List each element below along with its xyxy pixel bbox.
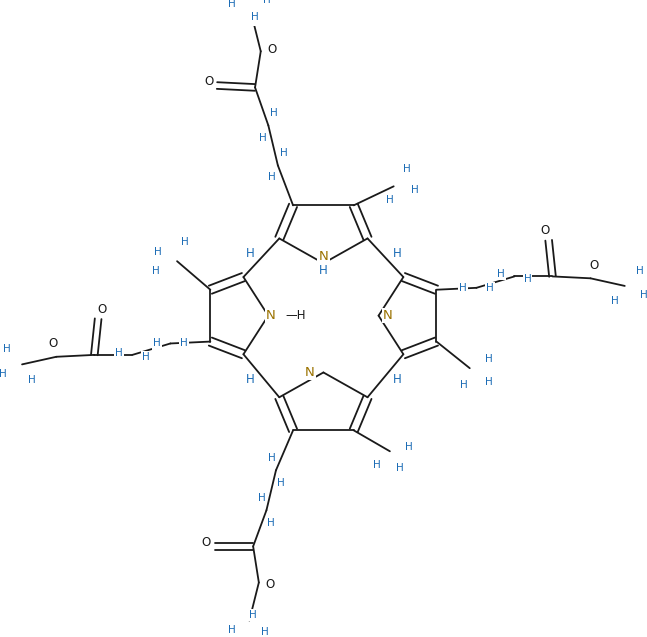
Text: H: H [611, 296, 619, 306]
Text: H: H [640, 290, 647, 301]
Text: H: H [636, 266, 644, 276]
Text: H: H [3, 344, 11, 354]
Text: H: H [249, 610, 257, 620]
Text: H: H [523, 274, 531, 283]
Text: H: H [228, 0, 236, 9]
Text: O: O [266, 578, 275, 591]
Text: H: H [267, 518, 275, 527]
Text: —H: —H [285, 309, 306, 322]
Text: H: H [373, 460, 380, 469]
Text: O: O [540, 224, 549, 237]
Text: H: H [270, 108, 278, 118]
Text: N: N [383, 309, 393, 322]
Text: H: H [485, 354, 492, 364]
Text: H: H [267, 453, 275, 463]
Text: H: H [393, 247, 401, 261]
Text: H: H [153, 338, 161, 348]
Text: O: O [48, 337, 57, 350]
Text: H: H [486, 283, 494, 293]
Text: N: N [266, 309, 276, 322]
Text: H: H [319, 264, 328, 277]
Text: H: H [154, 247, 162, 257]
Text: H: H [395, 463, 403, 473]
Text: O: O [97, 303, 107, 316]
Text: H: H [251, 12, 259, 22]
Text: H: H [393, 373, 401, 386]
Text: H: H [263, 0, 270, 5]
Text: H: H [115, 348, 123, 357]
Text: H: H [180, 338, 188, 348]
Text: O: O [589, 259, 599, 271]
Text: H: H [181, 237, 188, 247]
Text: H: H [0, 369, 7, 379]
Text: H: H [403, 164, 411, 174]
Text: H: H [411, 185, 419, 195]
Text: H: H [405, 443, 413, 452]
Text: H: H [152, 266, 160, 276]
Text: O: O [267, 43, 277, 56]
Text: H: H [280, 148, 287, 159]
Text: H: H [246, 373, 254, 386]
Text: H: H [498, 269, 505, 279]
Text: H: H [485, 376, 492, 387]
Text: H: H [228, 625, 236, 635]
Text: H: H [460, 380, 468, 390]
Text: O: O [204, 75, 214, 89]
Text: H: H [246, 247, 254, 261]
Text: H: H [258, 493, 266, 503]
Text: H: H [277, 478, 285, 488]
Text: N: N [305, 366, 315, 379]
Text: H: H [261, 627, 269, 637]
Text: H: H [259, 132, 267, 143]
Text: N: N [318, 250, 328, 263]
Text: O: O [201, 536, 210, 549]
Text: H: H [28, 375, 36, 385]
Text: H: H [269, 173, 276, 182]
Text: H: H [386, 195, 394, 204]
Text: H: H [142, 352, 149, 362]
Text: H: H [459, 283, 467, 293]
